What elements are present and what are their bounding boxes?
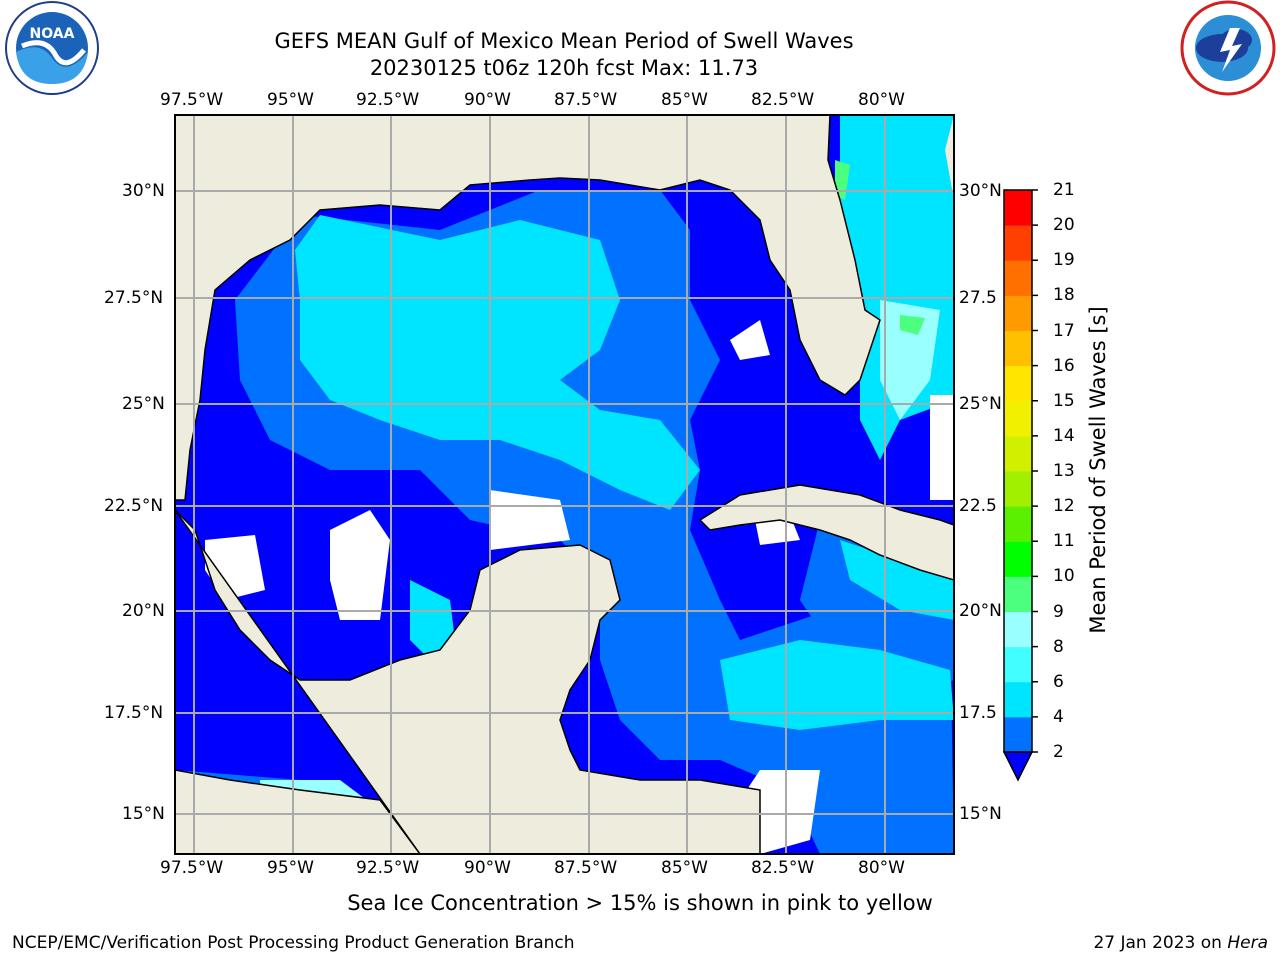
colorbar-segment <box>1004 190 1032 226</box>
lon-label-bottom: 92.5°W <box>356 858 420 878</box>
lat-label-left: 22.5°N <box>104 496 164 516</box>
map-frame <box>174 114 955 855</box>
lon-label-top: 80°W <box>858 90 905 110</box>
colorbar-tick-label: 21 <box>1053 180 1075 200</box>
colorbar-segment <box>1004 295 1032 331</box>
lat-label-right: 25°N <box>959 394 1002 414</box>
lat-label-left: 20°N <box>122 601 165 621</box>
colorbar-segment <box>1004 471 1032 507</box>
colorbar-segment <box>1004 400 1032 437</box>
colorbar-tick-label: 4 <box>1053 706 1064 727</box>
colorbar-segment <box>1004 716 1032 753</box>
graticule <box>175 115 954 854</box>
colorbar-segment <box>1004 506 1032 542</box>
lat-label-left: 30°N <box>122 181 165 201</box>
lon-label-bottom: 97.5°W <box>160 858 224 878</box>
colorbar-segment <box>1004 435 1032 472</box>
footer-date-text: 27 Jan 2023 on <box>1093 933 1228 953</box>
footer-host: Hera <box>1227 933 1268 953</box>
colorbar-tick-label: 2 <box>1053 742 1064 762</box>
colorbar <box>1002 189 1038 782</box>
map-area <box>175 115 954 854</box>
lon-label-bottom: 87.5°W <box>554 858 618 878</box>
colorbar-tick-label: 20 <box>1053 215 1075 236</box>
lat-label-right: 22.5 <box>959 496 997 516</box>
colorbar-tick-label: 12 <box>1053 496 1075 517</box>
colorbar-tick-label: 14 <box>1053 425 1075 446</box>
colorbar-segment <box>1004 576 1032 612</box>
lon-label-top: 85°W <box>661 90 708 110</box>
colorbar-segment <box>1004 260 1032 296</box>
colorbar-title: Mean Period of Swell Waves [s] <box>1086 306 1110 634</box>
colorbar-tick-label: 16 <box>1053 355 1075 376</box>
sea-ice-note: Sea Ice Concentration > 15% is shown in … <box>347 891 933 915</box>
colorbar-segment <box>1004 611 1032 648</box>
lat-label-right: 30°N <box>959 181 1002 201</box>
footer-date: 27 Jan 2023 on Hera <box>1093 933 1268 953</box>
colorbar-tick-label: 6 <box>1053 671 1064 692</box>
noaa-logo: NOAA <box>5 1 99 95</box>
lon-label-top: 92.5°W <box>356 90 420 110</box>
lon-label-bottom: 82.5°W <box>751 858 815 878</box>
lon-label-bottom: 95°W <box>267 858 314 878</box>
colorbar-segment <box>1004 646 1032 683</box>
lon-label-top: 90°W <box>464 90 511 110</box>
colorbar-tick-label: 13 <box>1053 461 1075 481</box>
lat-label-left: 27.5°N <box>104 288 164 308</box>
lat-label-left: 15°N <box>122 804 165 824</box>
lon-label-top: 82.5°W <box>751 90 815 110</box>
colorbar-segment <box>1004 225 1032 261</box>
nws-logo <box>1180 0 1276 96</box>
map-title: GEFS MEAN Gulf of Mexico Mean Period of … <box>274 29 854 53</box>
lat-label-left: 25°N <box>122 394 165 414</box>
colorbar-tick-label: 9 <box>1053 601 1064 622</box>
colorbar-segment <box>1004 541 1032 577</box>
lon-label-bottom: 90°W <box>464 858 511 878</box>
lat-label-right: 20°N <box>959 601 1002 621</box>
lon-label-top: 87.5°W <box>554 90 618 110</box>
colorbar-tick-label: 11 <box>1053 531 1075 552</box>
colorbar-segment <box>1004 330 1032 367</box>
colorbar-tick-label: 10 <box>1053 566 1075 587</box>
lat-label-right: 17.5 <box>959 703 997 723</box>
colorbar-tick-label: 17 <box>1053 320 1075 341</box>
map-subtitle: 20230125 t06z 120h fcst Max: 11.73 <box>369 56 759 80</box>
lat-label-left: 17.5°N <box>104 703 164 723</box>
lat-label-right: 27.5 <box>959 288 997 308</box>
lon-label-bottom: 80°W <box>858 858 905 878</box>
lon-label-top: 97.5°W <box>160 90 224 110</box>
colorbar-tick-label: 19 <box>1053 250 1075 271</box>
noaa-logo-text: NOAA <box>30 26 75 42</box>
colorbar-tick-label: 18 <box>1053 285 1075 306</box>
lat-label-right: 15°N <box>959 804 1002 824</box>
colorbar-tick-label: 15 <box>1053 390 1075 411</box>
colorbar-segment <box>1004 681 1032 718</box>
colorbar-tick-label: 8 <box>1053 636 1064 657</box>
colorbar-segment <box>1004 365 1032 402</box>
colorbar-extend <box>1002 751 1034 782</box>
lon-label-top: 95°W <box>267 90 314 110</box>
footer-credit: NCEP/EMC/Verification Post Processing Pr… <box>12 933 575 953</box>
lon-label-bottom: 85°W <box>661 858 708 878</box>
